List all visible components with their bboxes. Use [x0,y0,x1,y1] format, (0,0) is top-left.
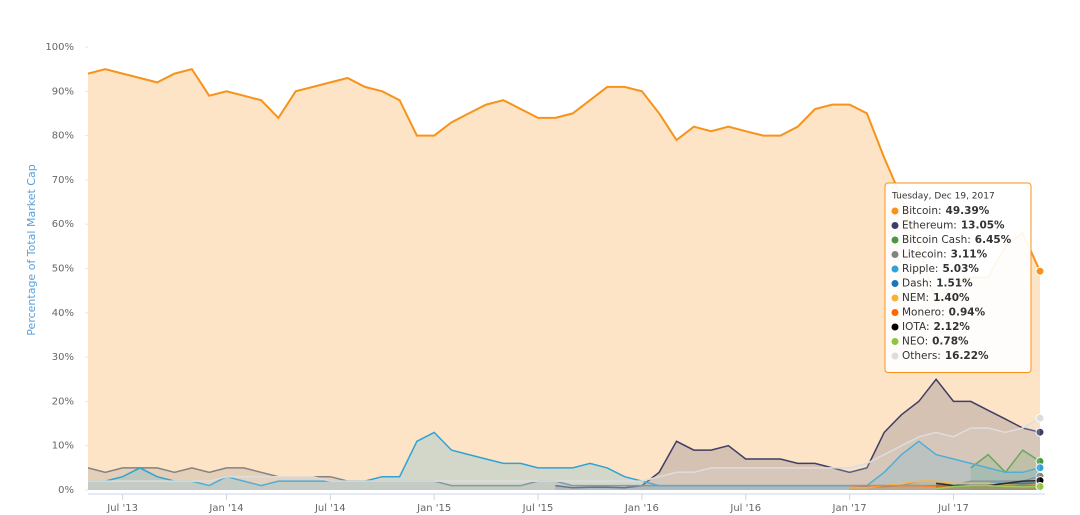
tooltip-swatch [891,207,899,215]
tooltip-value: 0.78% [932,336,969,348]
tooltip-label: Ripple: [902,263,938,275]
tooltip-value: 1.51% [936,278,973,290]
tooltip-row: IOTA: 2.12% [902,321,970,333]
tooltip-label: NEM: [902,292,929,304]
line [87,68,1041,307]
tooltip-label: Monero: [902,307,945,319]
y-tick-label: 60% [52,219,74,230]
tooltip-value: 3.11% [951,249,988,261]
tooltip-swatch [891,309,899,316]
x-tick-label: Jul '15 [522,503,554,514]
area [88,418,1040,490]
tooltip-swatch [891,280,899,287]
tooltip-swatch [891,265,899,273]
tooltip-swatch [891,222,899,229]
y-tick-label: 50% [52,264,74,275]
x-tick-label: Jul '16 [729,503,761,514]
tooltip-row: Bitcoin Cash: 6.45% [902,234,1012,246]
end-marker [1035,482,1045,492]
tooltip-swatch [891,294,899,302]
tooltip-label: Dash: [902,278,932,290]
tooltip-row: Others: 16.22% [902,350,989,362]
area [88,69,1040,490]
tooltip-value: 1.40% [933,292,970,304]
tooltip-value: 2.12% [934,321,971,333]
end-marker [1035,266,1045,276]
tooltip-row: NEO: 0.78% [902,336,969,348]
y-tick-label: 100% [45,42,74,53]
tooltip-title: Tuesday, Dec 19, 2017 [891,192,995,202]
end-marker [1035,463,1045,473]
x-tick-label: Jan '15 [416,503,451,514]
tooltip-value: 16.22% [945,350,989,362]
y-tick-label: 30% [52,352,74,363]
y-tick-label: 70% [52,175,74,186]
tooltip-value: 13.05% [961,220,1005,232]
x-tick-label: Jan '14 [208,503,243,514]
tooltip-swatch [891,323,899,331]
tooltip-label: IOTA: [902,321,930,333]
tooltip-box [884,182,1032,373]
tooltip-row: Bitcoin: 49.39% [902,205,990,217]
tooltip-value: 49.39% [946,205,990,217]
tooltip-label: NEO: [902,336,928,348]
tooltip-swatch [891,236,899,244]
x-tick-label: Jul '13 [106,503,138,514]
tooltip-swatch [891,251,899,258]
y-tick-label: 10% [52,441,74,452]
tooltip-row: NEM: 1.40% [902,292,970,304]
y-tick-label: 80% [52,131,74,142]
line [936,484,1041,490]
tooltip-swatch [891,338,899,345]
y-tick-label: 90% [52,86,74,97]
tooltip-label: Ethereum: [902,220,957,232]
end-marker [1035,427,1045,437]
line [88,417,1041,482]
tooltip-row: Dash: 1.51% [902,278,973,290]
area [849,481,1040,490]
tooltip-value: 0.94% [949,307,986,319]
tooltip-label: Others: [902,350,941,362]
end-marker [1035,413,1045,423]
x-tick-label: Jul '17 [937,503,969,514]
x-tick-label: Jul '14 [314,503,346,514]
tooltip-label: Litecoin: [902,249,947,261]
tooltip-row: Litecoin: 3.11% [902,249,988,261]
tooltip-label: Bitcoin Cash: [902,234,971,246]
y-tick-label: 20% [52,396,74,407]
tooltip-label: Bitcoin: [902,205,942,217]
area [88,467,1040,490]
area [555,379,1040,490]
tooltip-row: Ripple: 5.03% [902,263,979,275]
line [88,431,1041,487]
area [970,450,1040,490]
y-tick-label: 0% [58,485,74,496]
x-tick-label: Jan '17 [832,503,867,514]
tooltip-value: 5.03% [942,263,979,275]
tooltip-swatch [891,352,899,360]
y-axis-title: Percentage of Total Market Cap [25,164,38,335]
tooltip-row: Ethereum: 13.05% [902,220,1005,232]
tooltip-value: 6.45% [975,234,1012,246]
tooltip-row: Monero: 0.94% [902,307,986,319]
x-tick-label: Jan '16 [624,503,659,514]
y-tick-label: 40% [52,308,74,319]
tooltip: Tuesday, Dec 19, 2017 Bitcoin: 49.39% Ether… [884,182,1032,373]
